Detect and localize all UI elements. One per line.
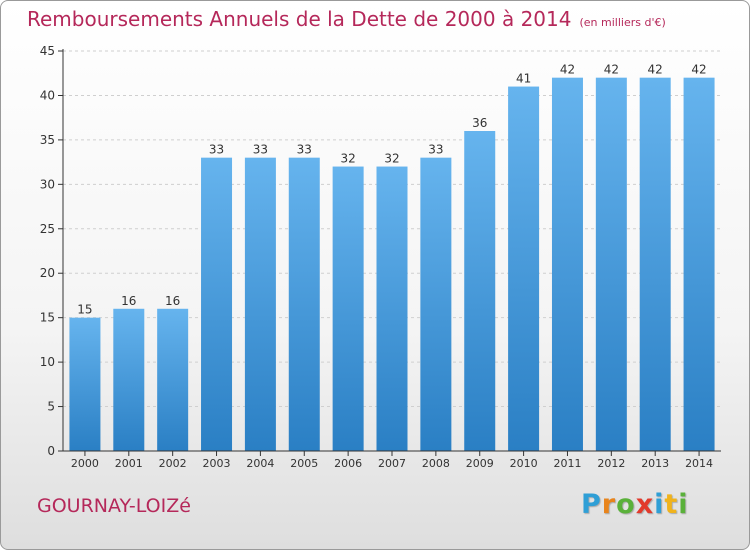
data-labels: 15 16 16 33 33 33 32 32 33 36 41 42 42 42 42 (77, 63, 706, 317)
y-tick-label: 20 (40, 266, 55, 280)
y-tick-label: 15 (40, 311, 55, 325)
logo-letter: i (654, 489, 665, 520)
y-tick-label: 35 (40, 133, 55, 147)
data-label: 42 (560, 63, 575, 77)
data-label: 33 (253, 143, 268, 157)
x-tick-label: 2003 (203, 457, 231, 470)
x-tick-label: 2012 (597, 457, 625, 470)
town-name: GOURNAY-LOIZé (37, 495, 191, 517)
logo-letter: o (616, 489, 636, 520)
y-tick-label: 40 (40, 88, 55, 102)
y-tick-label: 5 (47, 400, 55, 414)
data-label: 33 (428, 143, 443, 157)
bar (288, 157, 320, 451)
bar (420, 157, 452, 451)
logo-letter: r (601, 489, 617, 520)
bar (332, 166, 364, 452)
data-label: 33 (209, 143, 224, 157)
axes: 0 5 10 15 20 25 30 35 40 45 2000 2001 2002 2003 2004 20… (40, 44, 721, 470)
x-tick-label: 2007 (378, 457, 406, 470)
logo-letter: P (581, 489, 602, 520)
logo-letter: i (678, 489, 689, 520)
y-tick-label: 10 (40, 355, 55, 369)
title-line: Remboursements Annuels de la Dette de 20… (27, 7, 666, 31)
logo-letter: t (664, 489, 679, 520)
x-tick-label: 2013 (641, 457, 669, 470)
x-tick-label: 2005 (290, 457, 318, 470)
y-tick-label: 25 (40, 222, 55, 236)
data-label: 15 (77, 303, 92, 317)
x-tick-label: 2011 (553, 457, 581, 470)
bar (683, 77, 715, 452)
x-tick-label: 2014 (685, 457, 713, 470)
bar (376, 166, 408, 452)
x-tick-label: 2001 (115, 457, 143, 470)
data-label: 42 (648, 63, 663, 77)
data-label: 41 (516, 72, 531, 86)
bar (639, 77, 671, 452)
data-label: 42 (691, 63, 706, 77)
bar (69, 317, 101, 451)
bar (508, 86, 540, 452)
bar (157, 308, 189, 451)
bar (595, 77, 627, 452)
data-label: 16 (121, 294, 136, 308)
bars (69, 77, 715, 452)
y-tick-label: 45 (40, 44, 55, 58)
bar (244, 157, 276, 451)
data-label: 32 (340, 152, 355, 166)
bar (551, 77, 583, 452)
x-tick-label: 2010 (510, 457, 538, 470)
x-tick-label: 2002 (159, 457, 187, 470)
proxiti-logo[interactable]: Proxiti (581, 489, 689, 520)
data-label: 32 (384, 152, 399, 166)
data-label: 42 (604, 63, 619, 77)
x-tick-label: 2004 (246, 457, 274, 470)
x-tick-label: 2006 (334, 457, 362, 470)
bar (464, 131, 496, 451)
chart-subtitle: (en milliers d'€) (579, 16, 666, 29)
y-tick-label: 0 (47, 444, 55, 458)
bar (113, 308, 145, 451)
x-tick-label: 2008 (422, 457, 450, 470)
data-label: 36 (472, 116, 487, 130)
data-label: 16 (165, 294, 180, 308)
y-tick-label: 30 (40, 177, 55, 191)
x-tick-label: 2009 (466, 457, 494, 470)
x-tick-label: 2000 (71, 457, 99, 470)
chart-title: Remboursements Annuels de la Dette de 20… (27, 7, 572, 31)
data-label: 33 (297, 143, 312, 157)
bar (201, 157, 233, 451)
logo-letter: x (635, 489, 655, 520)
